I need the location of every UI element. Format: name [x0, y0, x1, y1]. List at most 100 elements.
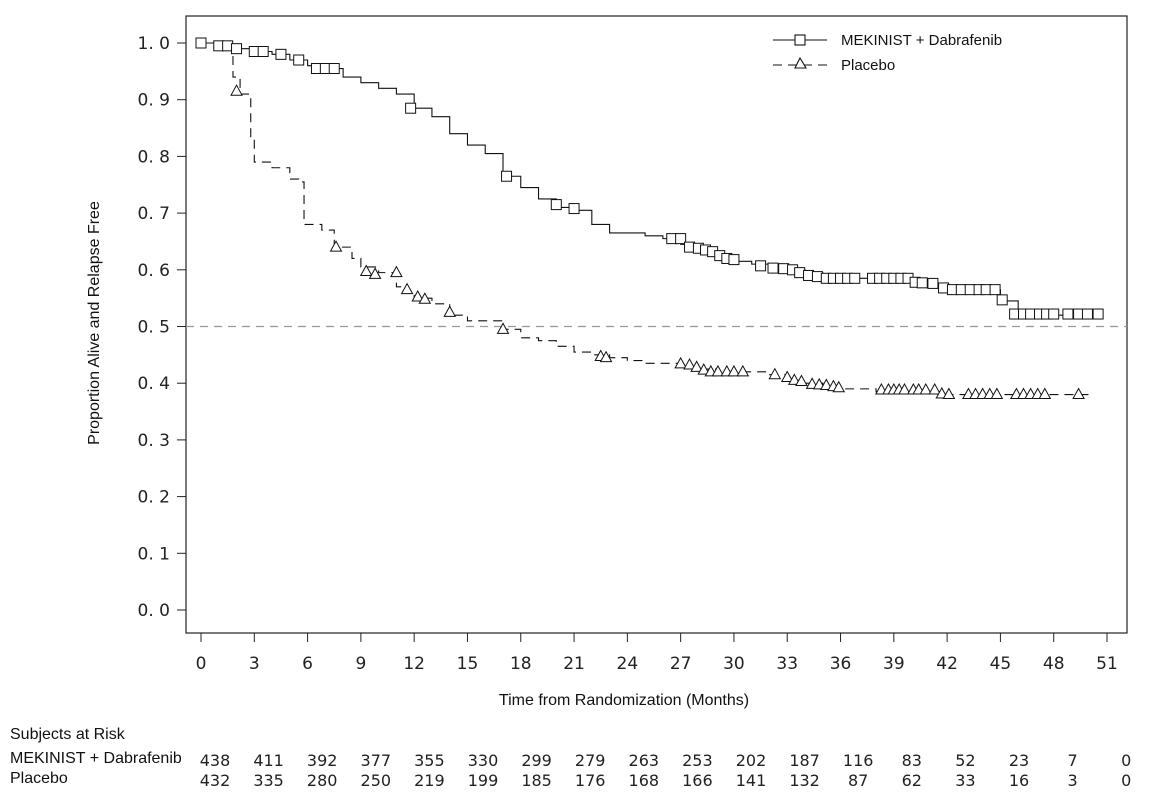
at-risk-count-mekinist: 23 — [1008, 751, 1030, 770]
x-tick-label: 18 — [510, 654, 532, 674]
at-risk-count-mekinist: 52 — [955, 751, 976, 770]
at-risk-count-mekinist: 83 — [901, 751, 922, 770]
legend: MEKINIST + Dabrafenib Placebo — [773, 32, 1002, 74]
censor-marker-triangle — [329, 240, 343, 252]
y-tick-label: 0. 2 — [138, 488, 170, 508]
x-tick-label: 48 — [1043, 654, 1065, 674]
y-tick-label: 0. 9 — [138, 91, 170, 111]
x-axis: 0 3 6 9 12 15 18 21 24 27 30 33 36 39 42 45 48 51 — [196, 633, 1118, 674]
x-tick-label: 33 — [776, 654, 798, 674]
x-tick-label: 45 — [990, 654, 1012, 674]
at-risk-count-placebo: 3 — [1067, 771, 1078, 790]
x-tick-label: 15 — [457, 654, 479, 674]
at-risk-count-mekinist: 377 — [360, 751, 392, 770]
at-risk-count-placebo: 280 — [306, 771, 338, 790]
censor-marker-triangle — [359, 264, 373, 277]
at-risk-count-mekinist: 438 — [199, 751, 231, 770]
at-risk-count-placebo: 335 — [253, 771, 284, 790]
at-risk-count-mekinist: 0 — [1121, 751, 1132, 770]
series-mekinist-line — [201, 42, 1090, 316]
y-tick-label: 0. 5 — [138, 318, 170, 338]
censor-marker-triangle — [928, 382, 942, 395]
x-tick-label: 24 — [617, 654, 639, 674]
x-tick-label: 51 — [1096, 654, 1118, 674]
at-risk-count-mekinist: 263 — [628, 751, 660, 770]
x-tick-label: 6 — [302, 654, 313, 674]
y-tick-label: 0. 3 — [138, 431, 170, 451]
censor-marker-triangle — [690, 360, 703, 372]
censor-marker-square — [231, 43, 243, 55]
censor-marker-square — [195, 37, 207, 49]
x-axis-title: Time from Randomization (Months) — [499, 692, 749, 709]
at-risk-label-placebo: Placebo — [10, 770, 68, 787]
at-risk-count-placebo: 219 — [414, 771, 445, 790]
censor-marker-square — [275, 48, 287, 60]
at-risk-count-mekinist: 355 — [414, 751, 445, 770]
censor-marker-triangle — [819, 378, 833, 390]
plot-frame — [185, 15, 1128, 634]
y-tick-label: 0. 8 — [138, 147, 170, 167]
censor-marker-triangle — [795, 374, 808, 386]
censor-marker-square — [257, 46, 269, 58]
censor-marker-triangle — [368, 267, 382, 279]
censor-marker-square — [675, 233, 687, 245]
at-risk-count-mekinist: 392 — [306, 751, 338, 770]
censor-marker-square — [550, 199, 562, 211]
censor-marker-triangle — [990, 387, 1004, 400]
at-risk-count-placebo: 176 — [574, 771, 606, 790]
at-risk-label-mekinist: MEKINIST + Dabrafenib — [10, 750, 182, 767]
censor-marker-square — [293, 54, 305, 66]
censor-marker-square — [849, 272, 861, 284]
censor-marker-triangle — [400, 282, 414, 295]
at-risk-count-mekinist: 279 — [574, 751, 606, 770]
series-layer — [201, 42, 1090, 396]
x-tick-label: 0 — [196, 654, 207, 674]
censor-marker-triangle — [898, 382, 911, 395]
censor-marker-triangle — [683, 358, 696, 370]
at-risk-count-placebo: 250 — [360, 771, 392, 790]
at-risk-count-placebo: 0 — [1121, 771, 1132, 790]
at-risk-count-mekinist: 7 — [1067, 751, 1078, 770]
legend-label-mekinist: MEKINIST + Dabrafenib — [841, 32, 1002, 49]
x-tick-label: 3 — [249, 654, 260, 674]
censor-marker-triangle — [787, 373, 801, 385]
at-risk-count-placebo: 33 — [955, 771, 976, 790]
censor-marker-triangle — [411, 289, 425, 302]
censor-marker-triangle — [599, 350, 613, 363]
censor-marker-layer — [195, 37, 1104, 400]
censor-marker-square — [755, 260, 767, 272]
y-tick-label: 0. 1 — [138, 544, 170, 564]
at-risk-count-placebo: 62 — [901, 771, 922, 790]
censor-marker-triangle — [674, 356, 687, 369]
censor-marker-triangle — [230, 84, 243, 96]
censor-marker-triangle — [942, 387, 956, 400]
at-risk-count-mekinist: 411 — [253, 751, 284, 770]
at-risk-count-mekinist: 299 — [521, 751, 552, 770]
at-risk-count-placebo: 432 — [199, 771, 231, 790]
x-tick-label: 27 — [670, 654, 692, 674]
censor-marker-triangle — [832, 380, 846, 393]
at-risk-count-placebo: 16 — [1008, 771, 1030, 790]
x-tick-label: 39 — [883, 654, 905, 674]
at-risk-count-placebo: 141 — [735, 771, 767, 790]
legend-marker-triangle — [794, 56, 807, 69]
at-risk-count-mekinist: 330 — [467, 751, 499, 770]
censor-marker-triangle — [736, 364, 750, 377]
censor-marker-triangle — [727, 364, 741, 377]
y-axis-title: Proportion Alive and Relapse Free — [86, 201, 103, 445]
censor-marker-triangle — [443, 305, 457, 317]
at-risk-count-mekinist: 187 — [789, 751, 820, 770]
y-tick-label: 0. 0 — [138, 601, 170, 621]
legend-label-placebo: Placebo — [841, 57, 895, 74]
censor-marker-square — [568, 203, 580, 215]
x-tick-label: 42 — [936, 654, 958, 674]
at-risk-count-placebo: 185 — [521, 771, 552, 790]
censor-marker-square — [405, 102, 417, 114]
censor-marker-triangle — [1038, 387, 1052, 400]
censor-marker-triangle — [768, 367, 782, 380]
censor-marker-triangle — [780, 370, 794, 383]
at-risk-count-placebo: 132 — [789, 771, 820, 790]
series-placebo-line — [201, 42, 1090, 396]
legend-marker-square — [794, 34, 806, 46]
